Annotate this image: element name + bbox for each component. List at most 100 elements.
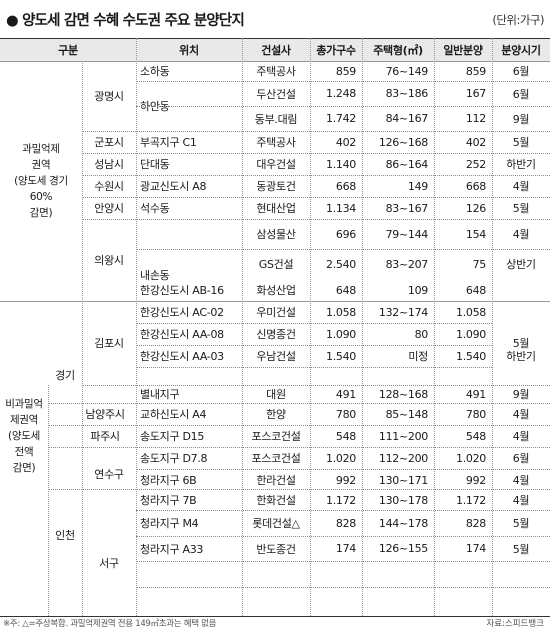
cell-period: 4월	[512, 180, 530, 193]
cell-total: 859	[335, 64, 356, 78]
city-gunpo: 군포시	[94, 136, 124, 149]
cell-size: 109	[407, 283, 428, 297]
row-divider	[82, 131, 550, 132]
group-gyeonggi: 경기	[55, 369, 75, 382]
title-bar: ● 양도세 감면 수혜 수도권 주요 분양단지 (단위:가구)	[0, 0, 550, 38]
sales-table: 구분 위치 건설사 총가구수 주택형(㎡) 일반분양 분양시기 과밀억제 권역 …	[0, 38, 550, 617]
cell-location: 한강신도시 AB-16	[140, 284, 224, 297]
city-anyang: 안양시	[94, 202, 124, 215]
row-divider	[136, 367, 492, 368]
table-bottom-border	[0, 616, 550, 617]
cell-total: 828	[335, 516, 356, 530]
city-uiwang: 의왕시	[94, 254, 124, 267]
cell-location: 청라지구 A33	[140, 542, 204, 556]
cell-location	[136, 219, 242, 249]
cell-builder: 대원	[266, 388, 286, 401]
cell-total: 491	[335, 387, 356, 401]
cell-total: 648	[335, 283, 356, 297]
cell-total: 1.020	[326, 451, 356, 465]
cell-general: 859	[465, 64, 486, 78]
cell-builder: 주택공사	[256, 65, 296, 78]
cell-size: 128~168	[378, 387, 428, 401]
page-title: ● 양도세 감면 수혜 수도권 주요 분양단지	[6, 13, 245, 29]
cell-period: 4월	[512, 494, 530, 507]
row-divider	[136, 561, 550, 562]
group-non-overpopulation: 비과밀억 제권역 (양도세 전액 감면)	[5, 398, 43, 474]
cell-general: 1.058	[456, 305, 486, 319]
cell-total: 780	[335, 407, 356, 421]
cell-general: 112	[465, 112, 486, 125]
cell-general: 491	[465, 387, 486, 401]
cell-size: 76~149	[385, 64, 429, 78]
group-overpopulation: 과밀억제 권역 (양도세 경기 60% 감면)	[14, 143, 68, 219]
row-divider	[136, 469, 550, 470]
cell-location: 청라지구 M4	[140, 517, 199, 530]
cell-total: 1.742	[326, 112, 356, 125]
cell-period: 5월	[512, 136, 530, 149]
column-divider	[242, 38, 243, 616]
cell-location: 송도지구 D7.8	[140, 452, 208, 465]
cell-builder: 삼성물산	[256, 228, 296, 241]
cell-general: 252	[465, 157, 486, 171]
column-divider	[434, 38, 435, 616]
cell-period: 5월	[512, 202, 530, 215]
cell-location	[136, 249, 242, 279]
cell-size: 130~178	[378, 493, 428, 507]
cell-total: 696	[335, 227, 356, 241]
group-incheon: 인천	[55, 529, 75, 542]
header-location: 위치	[136, 38, 242, 61]
table-top-border	[0, 38, 550, 39]
row-divider	[48, 425, 550, 426]
cell-total: 992	[335, 473, 356, 487]
cell-period: 4월	[512, 474, 530, 487]
cell-size: 132~174	[378, 305, 428, 319]
row-divider	[48, 447, 550, 448]
cell-total: 1.134	[326, 201, 356, 215]
cell-location: 소하동	[140, 65, 170, 78]
cell-general: 828	[465, 516, 486, 530]
header-builder: 건설사	[242, 38, 310, 61]
column-divider	[492, 38, 493, 616]
footer-source: 자료:스피드뱅크	[486, 619, 544, 629]
column-divider	[82, 61, 83, 616]
row-divider	[82, 175, 550, 176]
cell-location: 석수동	[140, 202, 170, 215]
cell-size: 84~167	[385, 112, 429, 125]
header-total-units: 총가구수	[310, 38, 362, 61]
cell-builder: 우미건설	[256, 306, 296, 319]
cell-location: 광교신도시 A8	[140, 180, 207, 193]
cell-builder: 신명종건	[256, 328, 296, 341]
cell-period: 4월	[512, 228, 530, 241]
cell-period	[492, 279, 550, 301]
gimpo-sale-period: 5월	[512, 337, 530, 350]
cell-total: 548	[335, 429, 356, 443]
cell-location: 한강신도시 AA-03	[140, 350, 224, 363]
footer-note: ※주: △=주상복합. 과밀억제권역 전용 149㎡초과는 혜택 없음	[3, 619, 217, 629]
cell-builder: GS건설	[258, 258, 294, 271]
cell-location: 부곡지구 C1	[140, 136, 197, 149]
cell-general: 1.172	[456, 493, 486, 507]
cell-general: 1.540	[456, 349, 486, 363]
cell-size: 111~200	[378, 429, 428, 443]
cell-size: 149	[407, 179, 428, 193]
city-paju: 파주시	[90, 430, 120, 443]
city-seongnam: 성남시	[94, 158, 124, 171]
cell-total: 1.058	[326, 305, 356, 319]
cell-builder: 한화건설	[256, 494, 296, 507]
cell-size: 130~171	[378, 473, 428, 487]
cell-period: 5월	[512, 517, 530, 530]
cell-size: 112~200	[378, 451, 428, 465]
cell-general: 174	[465, 542, 486, 555]
cell-total: 1.140	[326, 157, 356, 171]
row-divider	[82, 219, 550, 220]
cell-total: 1.540	[326, 349, 356, 363]
cell-size: 80	[414, 327, 429, 341]
row-divider	[136, 106, 550, 107]
column-divider	[48, 385, 49, 616]
cell-location: 한강신도시 AA-08	[140, 328, 224, 341]
cell-size: 79~144	[385, 227, 429, 241]
cell-size: 83~186	[385, 87, 429, 100]
cell-size: 83~167	[385, 201, 429, 215]
cell-size: 144~178	[378, 516, 428, 530]
header-bottom-border	[0, 61, 550, 62]
